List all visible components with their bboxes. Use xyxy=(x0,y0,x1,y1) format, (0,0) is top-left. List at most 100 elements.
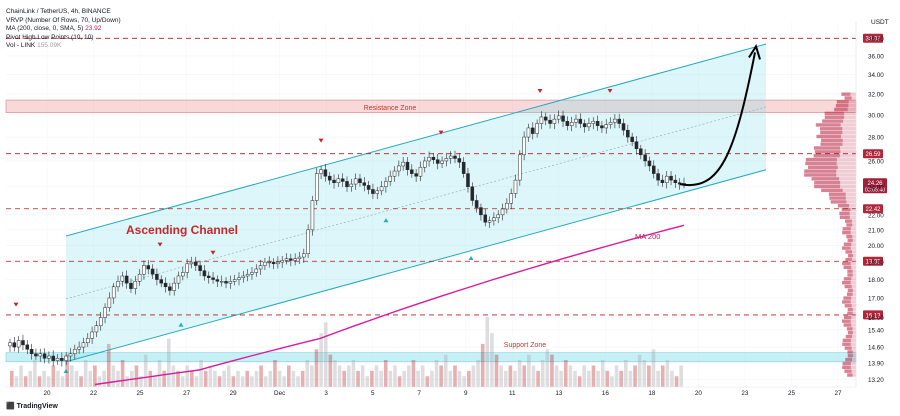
candle-body xyxy=(98,317,103,326)
candles xyxy=(8,110,686,367)
volume-bar xyxy=(430,370,434,387)
volume-bar xyxy=(517,360,522,387)
candle-body xyxy=(522,136,526,156)
candle-body xyxy=(206,275,211,279)
current-price-countdown: 03:09:40 xyxy=(865,187,885,193)
volume-profile-bar xyxy=(850,338,856,343)
volume-bar xyxy=(254,370,259,387)
volume-bar xyxy=(259,365,263,387)
candle-body xyxy=(34,353,38,357)
indicator-ma[interactable]: MA (200, close, 0, SMA, 5) 23.92 xyxy=(6,25,121,34)
candle-body xyxy=(353,178,358,185)
y-tick-label: 36.00 xyxy=(868,53,884,60)
candle-body xyxy=(250,272,254,275)
volume-bar xyxy=(480,343,485,387)
candle-body xyxy=(634,141,639,150)
pivot-low-marker xyxy=(383,218,389,223)
candle-body xyxy=(660,179,665,184)
volume-bar xyxy=(559,370,563,387)
candle-body xyxy=(159,279,163,284)
volume-bar xyxy=(250,376,254,387)
volume-bar xyxy=(383,360,388,387)
volume-profile-bar xyxy=(851,296,856,300)
volume-profile-bar xyxy=(851,277,856,281)
volume-bar xyxy=(213,370,217,387)
candle-body xyxy=(345,181,349,188)
candle-body xyxy=(647,160,652,167)
volume-bar xyxy=(148,370,153,387)
volume-profile-bar xyxy=(842,138,856,143)
volume-bar xyxy=(51,365,56,387)
volume-bar xyxy=(102,370,106,387)
volume-bar xyxy=(365,376,370,387)
candle-body xyxy=(448,155,453,159)
volume-bar xyxy=(600,360,605,387)
volume-bar xyxy=(513,370,517,387)
volume-profile-bar xyxy=(835,103,849,108)
volume-profile-bar xyxy=(850,207,856,212)
volume-profile-bar xyxy=(852,327,856,331)
volume-bar xyxy=(286,365,291,387)
volume-profile-bar xyxy=(846,327,853,331)
candle-body xyxy=(224,281,228,284)
candle-body xyxy=(392,170,397,177)
volume-bars xyxy=(10,317,683,387)
volume-profile-bar xyxy=(851,304,856,308)
indicator-vrvp[interactable]: VRVP (Number Of Rows, 70, Up/Down) xyxy=(6,17,121,26)
indicator-pivot[interactable]: Pivot High Low Points (10, 10) xyxy=(6,34,121,43)
candle-body xyxy=(375,190,380,194)
volume-bar xyxy=(226,365,231,387)
volume-profile-bar xyxy=(829,196,846,200)
volume-bar xyxy=(282,376,286,387)
volume-profile-bar xyxy=(844,96,852,100)
volume-profile-bar xyxy=(849,204,856,208)
x-tick-label: Dec xyxy=(274,390,285,397)
candle-body xyxy=(172,282,176,291)
candle-body xyxy=(349,183,354,188)
volume-profile-bar xyxy=(842,300,851,304)
volume-profile-bar xyxy=(850,342,856,346)
volume-profile-bar xyxy=(844,369,852,373)
candle-body xyxy=(556,115,561,120)
volume-bar xyxy=(503,370,508,387)
volume-bar xyxy=(665,360,670,387)
volume-bar xyxy=(88,370,93,387)
price-level-tag xyxy=(863,33,883,43)
volume-profile-bar xyxy=(842,338,851,343)
volume-profile-bar xyxy=(836,169,856,173)
volume-bar xyxy=(411,360,416,387)
volume-bar xyxy=(93,365,97,387)
volume-profile-bar xyxy=(816,134,841,139)
volume-bar xyxy=(591,365,596,387)
volume-profile-bar xyxy=(847,311,853,316)
volume-bar xyxy=(273,360,277,387)
candle-body xyxy=(219,281,224,283)
candle-body xyxy=(60,358,64,361)
volume-bar xyxy=(19,365,23,387)
volume-profile-bar xyxy=(851,369,856,373)
candle-body xyxy=(440,160,444,164)
volume-profile-bar xyxy=(847,354,853,358)
ascending-channel-label: Ascending Channel xyxy=(126,223,238,237)
volume-bar xyxy=(217,376,222,387)
volume-profile-bar xyxy=(844,304,852,308)
indicator-ma-value: 23.92 xyxy=(85,25,102,33)
volume-profile-bar xyxy=(839,154,856,158)
price-level-label: 26.59 xyxy=(865,152,881,158)
volume-bar xyxy=(323,322,328,387)
volume-bar xyxy=(360,365,365,387)
y-tick-label: 32.00 xyxy=(868,91,884,98)
candle-body xyxy=(245,273,250,277)
indicator-volume[interactable]: Vol - LINK 155.09K xyxy=(6,42,121,51)
candle-body xyxy=(405,161,410,170)
x-tick-label: 20 xyxy=(695,390,703,397)
candle-body xyxy=(630,136,634,142)
candle-body xyxy=(47,355,51,359)
candle-body xyxy=(526,127,531,138)
symbol-line[interactable]: ChainLink / TetherUS, 4h, BINANCE xyxy=(6,8,111,15)
candle-body xyxy=(561,115,565,122)
candle-body xyxy=(185,263,189,273)
volume-bar xyxy=(457,370,462,387)
volume-profile-bar xyxy=(847,107,856,112)
